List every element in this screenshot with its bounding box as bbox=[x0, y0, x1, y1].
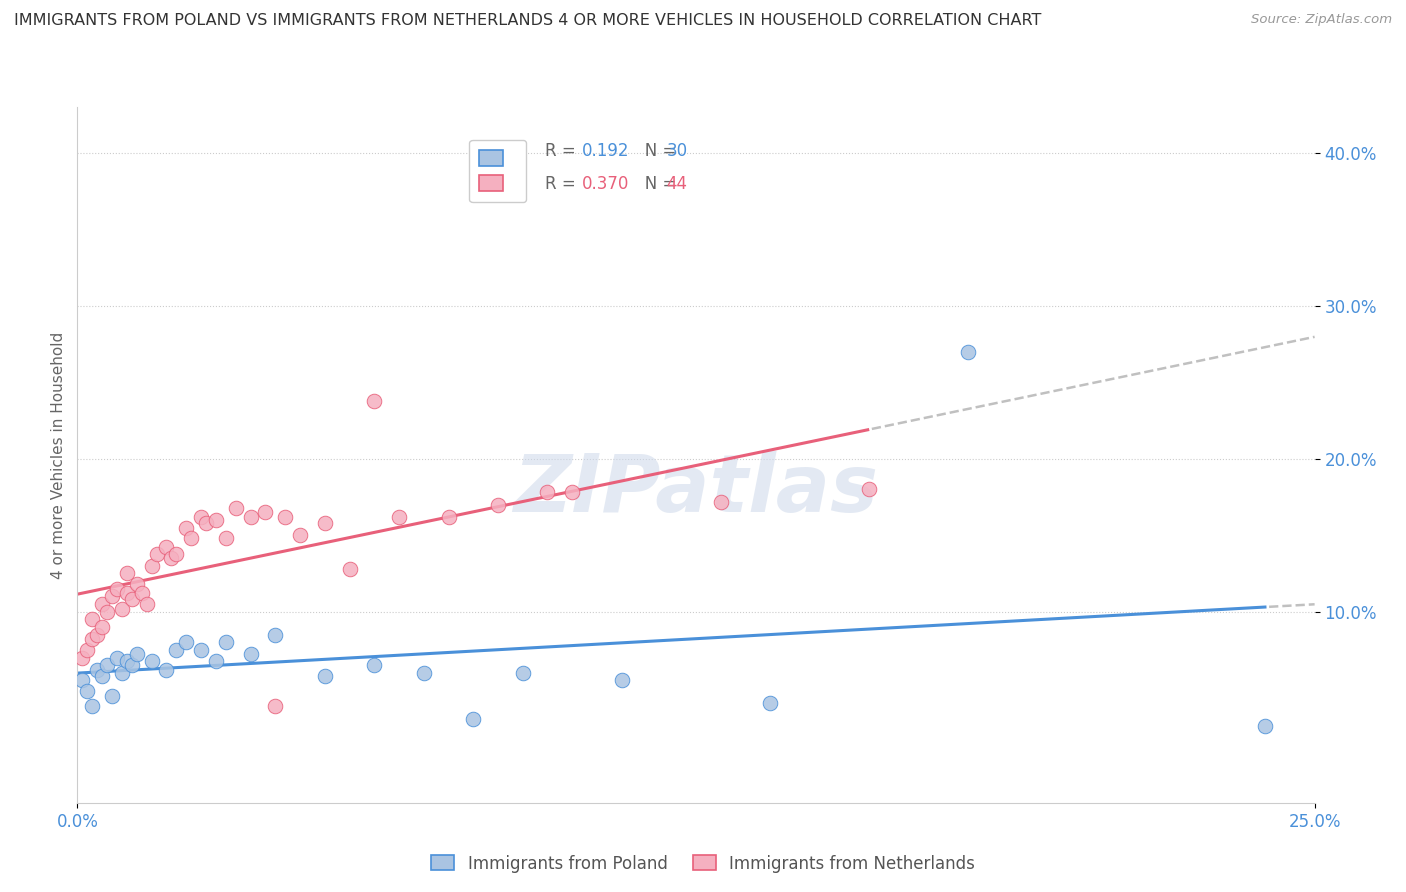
Point bbox=[363, 393, 385, 408]
Point bbox=[190, 509, 212, 524]
Point bbox=[115, 654, 138, 668]
Point bbox=[205, 654, 228, 668]
Point bbox=[82, 632, 104, 647]
Point bbox=[215, 531, 238, 545]
Point bbox=[225, 500, 247, 515]
Point bbox=[215, 635, 238, 649]
Point bbox=[339, 562, 361, 576]
Point bbox=[190, 643, 212, 657]
Point bbox=[115, 586, 138, 600]
Point bbox=[536, 485, 558, 500]
Point bbox=[610, 673, 633, 688]
Point bbox=[91, 597, 114, 611]
Point bbox=[86, 663, 108, 677]
Point bbox=[155, 541, 177, 555]
Point bbox=[264, 699, 287, 714]
Point bbox=[121, 592, 143, 607]
Point bbox=[72, 673, 94, 688]
Point bbox=[412, 665, 434, 680]
Point bbox=[274, 509, 297, 524]
Point bbox=[145, 547, 167, 561]
Point bbox=[486, 498, 509, 512]
Point bbox=[195, 516, 218, 530]
Point bbox=[125, 577, 148, 591]
Legend: Immigrants from Poland, Immigrants from Netherlands: Immigrants from Poland, Immigrants from … bbox=[425, 848, 981, 880]
Text: Source: ZipAtlas.com: Source: ZipAtlas.com bbox=[1251, 13, 1392, 27]
Text: R =: R = bbox=[546, 142, 581, 160]
Point bbox=[72, 650, 94, 665]
Text: IMMIGRANTS FROM POLAND VS IMMIGRANTS FROM NETHERLANDS 4 OR MORE VEHICLES IN HOUS: IMMIGRANTS FROM POLAND VS IMMIGRANTS FRO… bbox=[14, 13, 1042, 29]
Point bbox=[135, 597, 157, 611]
Point bbox=[86, 627, 108, 641]
Point bbox=[76, 643, 98, 657]
Point bbox=[174, 520, 197, 534]
Point bbox=[105, 650, 128, 665]
Text: R =: R = bbox=[546, 175, 581, 193]
Text: 0.192: 0.192 bbox=[582, 142, 630, 160]
Point bbox=[82, 699, 104, 714]
Point bbox=[160, 551, 183, 566]
Point bbox=[96, 658, 118, 673]
Text: N =: N = bbox=[628, 175, 682, 193]
Point bbox=[205, 513, 228, 527]
Point bbox=[131, 586, 153, 600]
Text: 0.370: 0.370 bbox=[582, 175, 630, 193]
Point bbox=[125, 648, 148, 662]
Point bbox=[388, 509, 411, 524]
Point bbox=[155, 663, 177, 677]
Point bbox=[561, 485, 583, 500]
Point bbox=[437, 509, 460, 524]
Point bbox=[363, 658, 385, 673]
Text: ZIPatlas: ZIPatlas bbox=[513, 450, 879, 529]
Text: 30: 30 bbox=[666, 142, 688, 160]
Point bbox=[165, 643, 187, 657]
Point bbox=[91, 669, 114, 683]
Point bbox=[957, 344, 980, 359]
Point bbox=[710, 494, 733, 508]
Point bbox=[101, 590, 124, 604]
Point bbox=[101, 689, 124, 703]
Point bbox=[314, 516, 336, 530]
Point bbox=[174, 635, 197, 649]
Point bbox=[141, 558, 163, 573]
Point bbox=[82, 612, 104, 626]
Point bbox=[759, 697, 782, 711]
Text: 44: 44 bbox=[666, 175, 688, 193]
Point bbox=[111, 601, 134, 615]
Point bbox=[141, 654, 163, 668]
Point bbox=[239, 509, 262, 524]
Point bbox=[165, 547, 187, 561]
Point bbox=[288, 528, 311, 542]
Point bbox=[105, 582, 128, 596]
Point bbox=[239, 648, 262, 662]
Point bbox=[115, 566, 138, 581]
Point bbox=[264, 627, 287, 641]
Point bbox=[180, 531, 202, 545]
Point bbox=[91, 620, 114, 634]
Point bbox=[96, 605, 118, 619]
Y-axis label: 4 or more Vehicles in Household: 4 or more Vehicles in Household bbox=[51, 331, 66, 579]
Point bbox=[121, 658, 143, 673]
Text: N =: N = bbox=[628, 142, 682, 160]
Point bbox=[463, 712, 485, 726]
Point bbox=[314, 669, 336, 683]
Point bbox=[76, 684, 98, 698]
Point bbox=[254, 505, 277, 519]
Point bbox=[512, 665, 534, 680]
Point bbox=[1254, 719, 1277, 733]
Point bbox=[858, 483, 880, 497]
Legend: , : , bbox=[470, 140, 526, 202]
Point bbox=[111, 665, 134, 680]
